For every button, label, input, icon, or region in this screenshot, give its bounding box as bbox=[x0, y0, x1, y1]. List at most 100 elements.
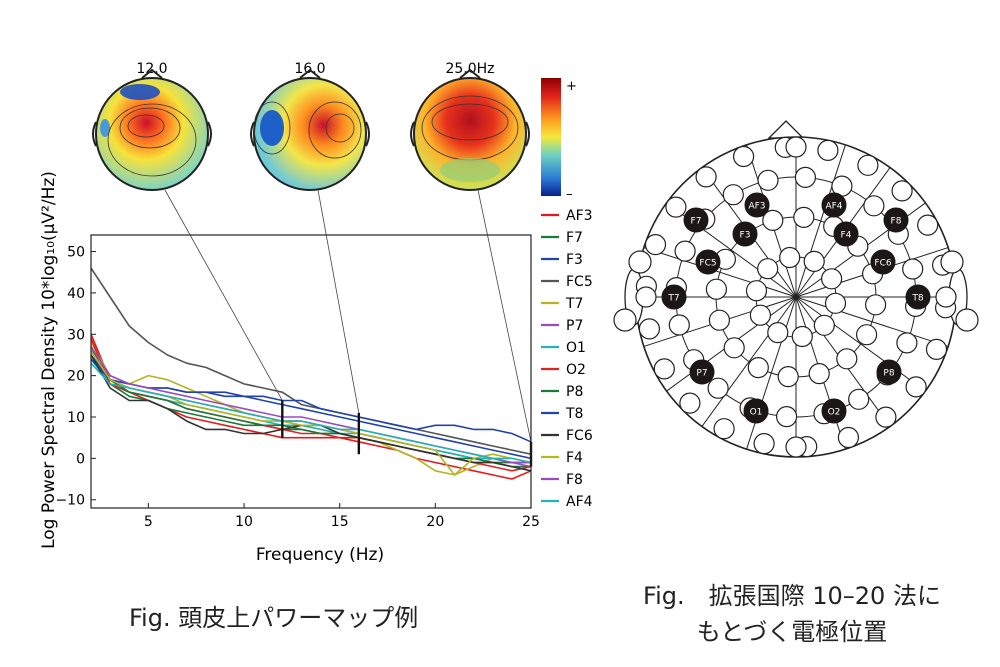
contour-line bbox=[308, 101, 362, 159]
y-tick-label: 30 bbox=[67, 327, 85, 343]
ear-outline bbox=[207, 121, 212, 147]
topomap-25hz: 25.0Hz bbox=[410, 61, 530, 191]
nose-outline bbox=[767, 120, 805, 139]
x-tick-label: 5 bbox=[144, 514, 153, 530]
electrode-site bbox=[674, 240, 696, 262]
electrode-label-t7: T7 bbox=[667, 294, 679, 304]
ear-outline bbox=[92, 121, 97, 147]
electrode-site bbox=[775, 406, 798, 428]
legend-label-o1: O1 bbox=[566, 340, 586, 356]
electrode-label-p7: P7 bbox=[696, 369, 707, 379]
electrode-site bbox=[855, 324, 878, 346]
electrode-site bbox=[917, 214, 939, 236]
y-tick-label: 10 bbox=[67, 410, 85, 426]
legend-label-f8: F8 bbox=[566, 472, 583, 488]
electrode-p8 bbox=[876, 359, 902, 385]
electrode-site bbox=[794, 166, 817, 188]
electrode-site bbox=[891, 180, 913, 202]
x-tick-label: 15 bbox=[331, 514, 349, 530]
legend-label-fc5: FC5 bbox=[566, 274, 593, 290]
nose-outline bbox=[141, 68, 163, 79]
electrode-label-fc5: FC5 bbox=[699, 259, 716, 269]
legend-label-f7: F7 bbox=[566, 230, 583, 246]
electrode-site bbox=[820, 268, 843, 290]
electrode-label-f7: F7 bbox=[691, 217, 702, 227]
electrode-fc6 bbox=[870, 249, 896, 275]
electrode-site bbox=[722, 184, 744, 206]
colorbar: + – bbox=[541, 78, 577, 202]
electrode-site bbox=[668, 314, 690, 336]
electrode-site bbox=[749, 304, 772, 326]
electrode-f8 bbox=[883, 207, 909, 233]
electrode-label-f4: F4 bbox=[841, 231, 852, 241]
series-line-t8 bbox=[90, 358, 532, 443]
electrode-map: AF3 AF4 F7 F3 F4 F8 FC5 FC6 T7 T8 P7 P8 O1 O2 bbox=[613, 120, 979, 458]
electrode-site bbox=[905, 376, 927, 398]
electrode-site bbox=[813, 314, 835, 336]
x-tick-label: 10 bbox=[235, 514, 253, 530]
y-tick-label: 0 bbox=[76, 451, 85, 467]
electrode-site bbox=[732, 145, 755, 168]
plot-frame bbox=[90, 234, 532, 509]
y-tick-label: 40 bbox=[67, 286, 85, 302]
caption-topomap-example: Fig. 頭皮上パワーマップ例 bbox=[129, 604, 419, 632]
electrode-site bbox=[863, 195, 885, 217]
electrode-site bbox=[757, 258, 779, 280]
electrode-f3 bbox=[732, 221, 758, 247]
legend-label-f4: F4 bbox=[566, 450, 583, 466]
legend-label-af3: AF3 bbox=[566, 208, 593, 224]
electrode-site bbox=[803, 250, 825, 272]
electrode-label-t8: T8 bbox=[911, 294, 923, 304]
blue-region bbox=[260, 110, 284, 146]
colorbar-gradient bbox=[541, 78, 561, 196]
caption-electrode-line1: Fig. 拡張国際 10–20 法に bbox=[643, 582, 941, 610]
electrode-site bbox=[695, 166, 717, 188]
electrode-site bbox=[779, 246, 801, 269]
electrode-label-o1: O1 bbox=[750, 408, 763, 418]
contour-line bbox=[127, 114, 165, 138]
electrode-f7 bbox=[683, 207, 709, 233]
ear-outline bbox=[365, 121, 370, 147]
y-axis-label: Log Power Spectral Density 10*log₁₀(µV²/… bbox=[39, 171, 59, 549]
electrode-label-o2: O2 bbox=[828, 408, 841, 418]
connector-line bbox=[164, 189, 283, 401]
electrode-site bbox=[767, 322, 789, 344]
legend-label-p7: P7 bbox=[566, 318, 583, 334]
x-tick-label: 25 bbox=[522, 514, 540, 530]
electrode-site bbox=[785, 436, 807, 458]
legend-label-fc6: FC6 bbox=[566, 428, 593, 444]
caption-electrode-line2: もとづく電極位置 bbox=[696, 618, 888, 646]
electrode-site bbox=[757, 169, 779, 191]
colorbar-plus-label: + bbox=[566, 79, 577, 94]
electrode-site bbox=[613, 308, 637, 332]
x-axis-label: Frequency (Hz) bbox=[256, 545, 384, 565]
electrode-label-fc6: FC6 bbox=[874, 259, 891, 269]
legend-label-o2: O2 bbox=[566, 362, 586, 378]
contour-line bbox=[253, 101, 291, 155]
green-region bbox=[440, 158, 500, 182]
contour-line bbox=[119, 107, 181, 149]
electrode-site bbox=[940, 250, 964, 274]
nose-outline bbox=[299, 68, 321, 79]
electrode-site bbox=[793, 206, 815, 228]
ear-outline bbox=[525, 121, 530, 147]
contour-line bbox=[431, 103, 509, 141]
electrode-o1 bbox=[743, 398, 769, 424]
electrode-o2 bbox=[821, 398, 847, 424]
electrode-site bbox=[925, 338, 948, 360]
electrode-site bbox=[935, 286, 957, 308]
electrode-site bbox=[638, 318, 661, 340]
electrode-site bbox=[628, 250, 652, 274]
contour-line bbox=[107, 103, 197, 177]
electrode-site bbox=[705, 278, 728, 300]
psd-line-chart: 5 10 15 20 25 50 40 30 20 10 0 −10 Log Power Spectr… bbox=[39, 171, 540, 565]
electrode-f4 bbox=[833, 221, 859, 247]
electrode-label-p8: P8 bbox=[883, 369, 894, 379]
series-line-p7 bbox=[90, 350, 532, 468]
axis-layer: 5 10 15 20 25 50 40 30 20 10 0 −10 bbox=[55, 234, 540, 530]
legend-label-p8: P8 bbox=[566, 384, 583, 400]
electrode-site bbox=[808, 363, 830, 385]
electrode-site bbox=[708, 309, 731, 331]
electrode-site bbox=[791, 325, 813, 348]
electrode-site bbox=[653, 358, 675, 380]
